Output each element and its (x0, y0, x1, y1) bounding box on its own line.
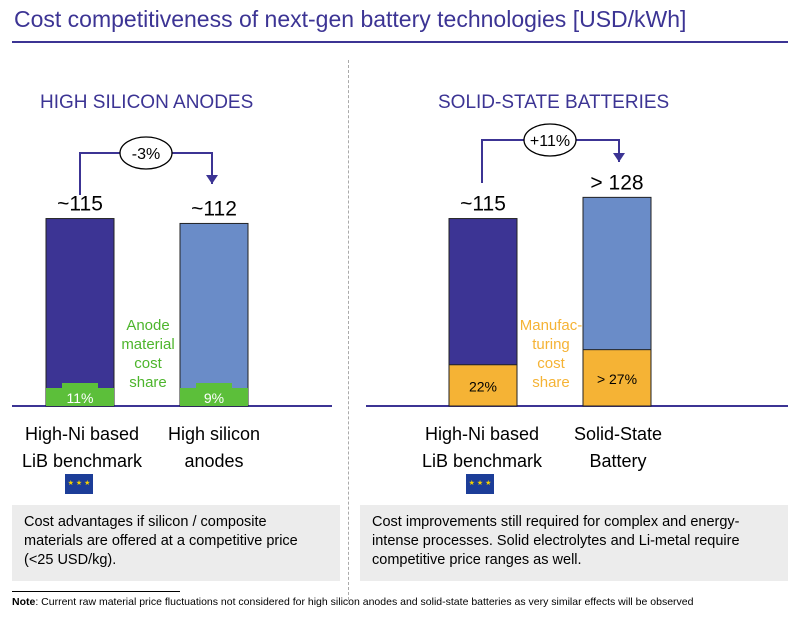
category-line: LiB benchmark (21, 451, 143, 471)
share-label: 9% (204, 390, 224, 406)
share-segment-tab (62, 383, 98, 388)
share-segment-tab (196, 383, 232, 388)
note-label: Note (12, 596, 36, 608)
share-segment (448, 364, 518, 407)
value-label: ~115 (460, 193, 506, 216)
share-label: 22% (469, 378, 497, 394)
solid-state-remark-box: Cost improvements still required for com… (360, 505, 788, 581)
arrow-head-icon (613, 153, 625, 162)
panel-title-solid-state: SOLID-STATE BATTERIES (438, 92, 670, 113)
share-caption: cost (134, 355, 162, 372)
panel-divider (348, 60, 349, 600)
share-label: 11% (67, 390, 94, 406)
category-line: LiB benchmark (421, 451, 543, 471)
title-underline (12, 41, 788, 43)
value-label: ~112 (191, 197, 237, 220)
bar (179, 222, 249, 407)
note-divider (12, 591, 180, 592)
share-caption: share (129, 374, 167, 391)
change-label: +11% (530, 133, 570, 150)
share-caption: Anode (126, 317, 169, 334)
share-segment (46, 388, 114, 406)
change-oval (119, 136, 173, 170)
category-line: High silicon (167, 424, 261, 444)
category-line: High-Ni based (424, 424, 540, 444)
share-label: > 27% (597, 371, 637, 387)
share-segment (582, 349, 652, 407)
note-text: : Current raw material price fluctuation… (35, 596, 694, 608)
share-segment (180, 388, 248, 406)
arrow-head-icon (206, 175, 218, 184)
category-label-benchmark-left: High-Ni based LiB benchmark (2, 421, 162, 475)
value-label: > 128 (590, 171, 643, 194)
share-caption: cost (537, 355, 565, 372)
silicon-remark-box: Cost advantages if silicon / composite m… (12, 505, 340, 581)
change-label: -3% (132, 146, 160, 163)
category-label-solid-state: Solid-State Battery (538, 421, 698, 475)
eu-flag-icon: ★ ★ ★ (65, 474, 93, 494)
share-caption: Manufac- (520, 317, 583, 334)
category-line: Solid-State (573, 424, 663, 444)
value-label: ~115 (57, 193, 103, 216)
share-caption: turing (532, 336, 570, 353)
footnote: Note: Current raw material price fluctua… (12, 596, 693, 608)
share-caption: share (532, 374, 570, 391)
category-label-silicon: High silicon anodes (134, 421, 294, 475)
category-label-benchmark-right: High-Ni based LiB benchmark (402, 421, 562, 475)
share-caption: material (121, 336, 174, 353)
category-line: Battery (589, 451, 647, 471)
eu-flag-icon: ★ ★ ★ (466, 474, 494, 494)
bar (45, 218, 115, 407)
panel-title-silicon: HIGH SILICON ANODES (40, 92, 254, 113)
page-title: Cost competitiveness of next-gen battery… (14, 6, 687, 32)
change-oval (523, 123, 577, 157)
category-line: anodes (184, 451, 244, 471)
category-line: High-Ni based (24, 424, 140, 444)
